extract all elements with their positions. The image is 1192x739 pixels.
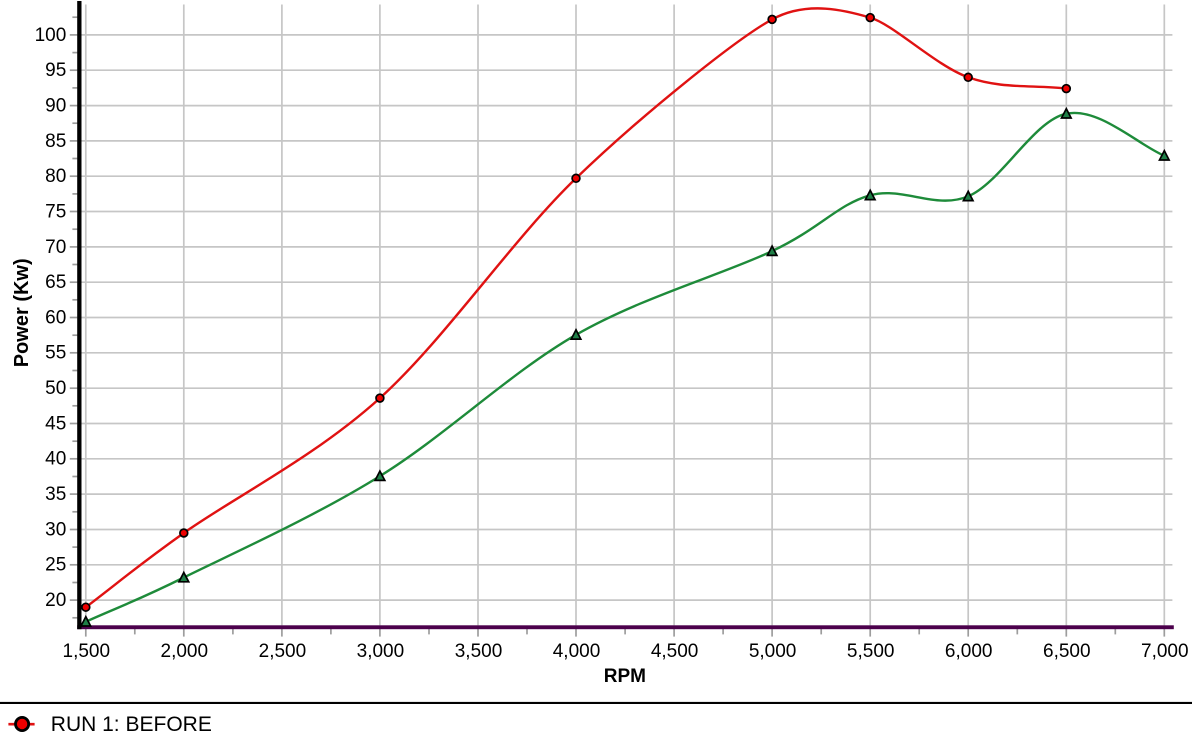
svg-text:7,000: 7,000 <box>1141 641 1189 662</box>
svg-text:2,000: 2,000 <box>161 641 209 662</box>
svg-text:55: 55 <box>45 343 66 364</box>
svg-text:RPM: RPM <box>604 666 646 687</box>
svg-text:3,500: 3,500 <box>455 641 503 662</box>
svg-text:30: 30 <box>45 519 66 540</box>
svg-text:4,000: 4,000 <box>553 641 601 662</box>
svg-text:2,500: 2,500 <box>259 641 307 662</box>
svg-text:6,500: 6,500 <box>1043 641 1091 662</box>
svg-text:35: 35 <box>45 484 66 505</box>
svg-text:6,000: 6,000 <box>945 641 993 662</box>
svg-text:100: 100 <box>35 25 67 46</box>
svg-text:45: 45 <box>45 413 66 434</box>
svg-text:1,500: 1,500 <box>63 641 111 662</box>
svg-text:95: 95 <box>45 60 66 81</box>
svg-text:3,000: 3,000 <box>357 641 405 662</box>
svg-text:25: 25 <box>45 555 66 576</box>
svg-text:4,500: 4,500 <box>651 641 699 662</box>
svg-text:20: 20 <box>45 590 66 611</box>
svg-text:65: 65 <box>45 272 66 293</box>
svg-text:Power (Kw): Power (Kw) <box>11 258 33 367</box>
svg-text:RUN 1: BEFORE: RUN 1: BEFORE <box>51 713 212 736</box>
svg-text:75: 75 <box>45 201 66 222</box>
svg-text:50: 50 <box>45 378 66 399</box>
svg-text:5,500: 5,500 <box>847 641 895 662</box>
svg-text:90: 90 <box>45 96 66 117</box>
svg-text:60: 60 <box>45 307 66 328</box>
svg-text:85: 85 <box>45 131 66 152</box>
svg-text:40: 40 <box>45 449 66 470</box>
svg-text:70: 70 <box>45 237 66 258</box>
svg-text:80: 80 <box>45 166 66 187</box>
svg-text:5,000: 5,000 <box>749 641 797 662</box>
